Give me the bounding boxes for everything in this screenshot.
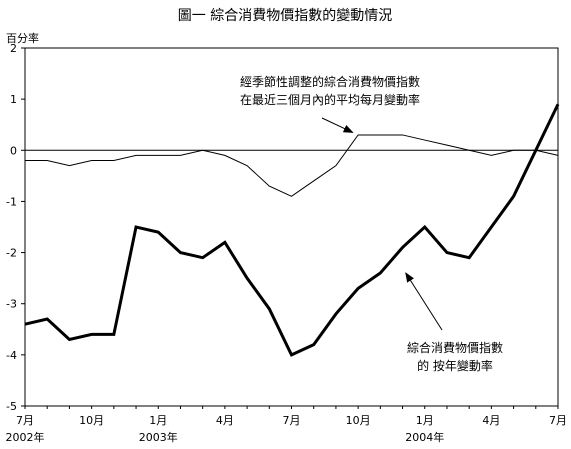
y-axis: 2 1 0 -1 -2 -3 -4 -5 (6, 42, 25, 413)
y-tick-label: 1 (10, 93, 17, 106)
chart-title: 圖一 綜合消費物價指數的變動情況 (178, 7, 392, 24)
series-line-monthly-average (25, 134, 559, 197)
x-tick-label: 4月 (216, 414, 234, 427)
x-tick-label: 1月 (149, 414, 167, 427)
annotation-layer: 經季節性調整的綜合消費物價指數在最近三個月內的平均每月變動率綜合消費物價指數的 … (240, 74, 503, 373)
annotation-annual-line1: 綜合消費物價指數 (407, 340, 503, 355)
x-tick-label: 10月 (79, 414, 104, 427)
x-tick-label: 4月 (482, 414, 500, 427)
x-tick-label: 7月 (283, 414, 301, 427)
x-tick-label: 7月 (16, 414, 34, 427)
y-tick-label: -5 (6, 400, 17, 413)
annotation-arrow-annual (405, 272, 443, 331)
annotation-seasonal-line2: 在最近三個月內的平均每月變動率 (240, 92, 420, 107)
x-tick-label: 10月 (346, 414, 371, 427)
series-line-annual-change (24, 103, 560, 357)
y-tick-label: -2 (6, 247, 17, 260)
x-axis: 7月 10月 1月 4月 7月 10月 1月 4月 7月 2002年 2003年 2004年 (6, 406, 567, 444)
y-tick-label: -3 (6, 298, 17, 311)
x-tick-label: 7月 (549, 414, 567, 427)
x-year-label: 2003年 (139, 430, 178, 444)
y-axis-label: 百分率 (6, 31, 39, 45)
y-tick-label: -1 (6, 195, 17, 208)
x-year-label: 2004年 (405, 430, 444, 444)
x-tick-label: 1月 (416, 414, 434, 427)
y-tick-label: 0 (10, 144, 17, 157)
x-year-label: 2002年 (6, 430, 45, 444)
annotation-arrow-seasonal (321, 117, 354, 133)
annotation-seasonal-line1: 經季節性調整的綜合消費物價指數 (240, 74, 420, 89)
y-tick-label: 2 (10, 42, 17, 55)
y-tick-label: -4 (6, 349, 17, 362)
annotation-annual-line2: 的 按年變動率 (417, 358, 493, 373)
series-layer (24, 103, 560, 357)
